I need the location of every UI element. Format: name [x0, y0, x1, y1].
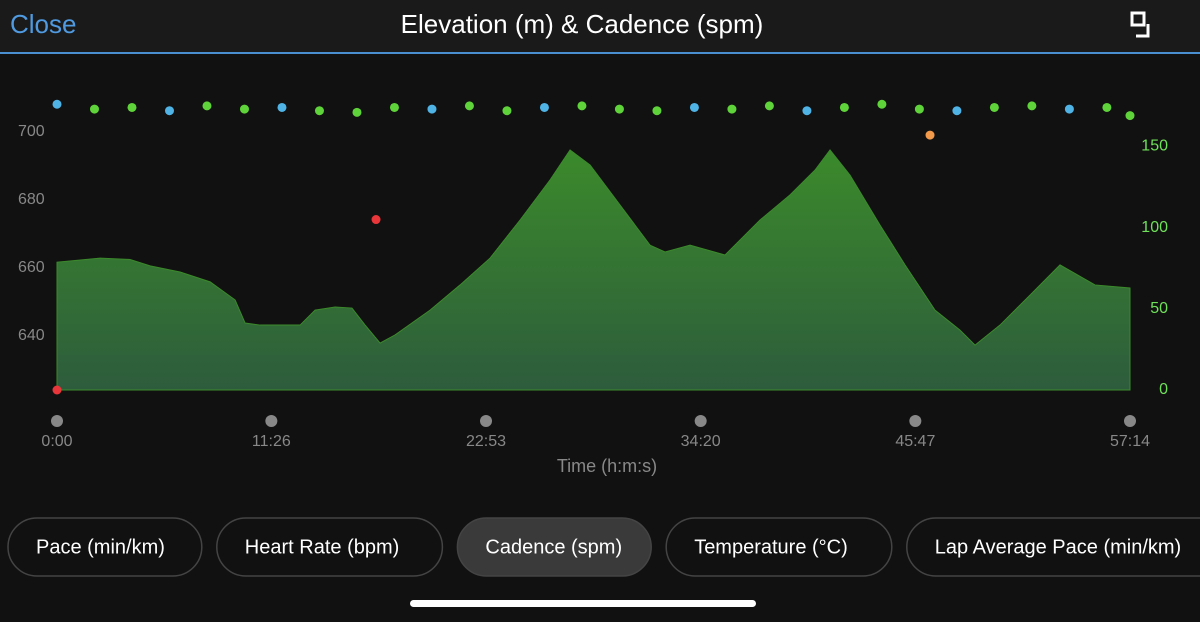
tab-button[interactable]: [7, 517, 203, 577]
y-tick-label: 700: [18, 123, 45, 140]
x-tick-label: 45:47: [895, 433, 935, 450]
x-tick-dot: [265, 415, 278, 427]
x-tick-label: 22:53: [466, 433, 506, 450]
cadence-point: [239, 104, 249, 114]
header-bar: [0, 0, 1200, 52]
tab-button[interactable]: [906, 517, 1200, 577]
cadence-point: [277, 102, 287, 112]
cadence-point: [52, 385, 62, 395]
x-tick-dot: [694, 415, 707, 427]
tab-label[interactable]: Temperature (°C): [694, 536, 848, 558]
tab-label[interactable]: Heart Rate (bpm): [245, 536, 399, 558]
x-tick-dot: [51, 415, 63, 427]
cadence-point: [727, 104, 737, 114]
y2-tick-label: 100: [1141, 219, 1168, 236]
tab-button[interactable]: [216, 517, 444, 577]
cadence-point: [877, 99, 887, 109]
cadence-point: [127, 102, 137, 112]
x-tick-label: 11:26: [252, 433, 291, 450]
cadence-point: [577, 101, 587, 111]
tab-label[interactable]: Cadence (spm): [485, 536, 622, 558]
cadence-point: [989, 102, 999, 112]
x-tick-label: 57:14: [1110, 433, 1150, 450]
y-tick-label: 680: [18, 191, 45, 208]
cadence-point: [652, 106, 662, 116]
cadence-point: [925, 130, 935, 140]
elevation-area: [56, 149, 1131, 391]
cadence-point: [202, 101, 212, 111]
cadence-point: [614, 104, 624, 114]
cadence-point: [314, 106, 324, 116]
cadence-point: [1027, 101, 1037, 111]
x-tick-label: 0:00: [41, 433, 72, 450]
x-tick-dot: [480, 415, 493, 427]
y2-tick-label: 0: [1159, 381, 1168, 398]
cadence-point: [1102, 102, 1112, 112]
cadence-point: [164, 106, 174, 116]
y2-tick-label: 150: [1141, 138, 1168, 155]
cadence-point: [389, 102, 399, 112]
cadence-point: [352, 107, 362, 117]
chart-title: Elevation (m) & Cadence (spm): [401, 9, 764, 39]
home-indicator: [410, 600, 756, 607]
cadence-point: [427, 104, 437, 114]
cadence-point: [689, 102, 699, 112]
cadence-point: [1064, 104, 1074, 114]
tab-label[interactable]: Lap Average Pace (min/km): [935, 536, 1181, 558]
cadence-point: [952, 106, 962, 116]
cadence-point: [1125, 111, 1135, 121]
y-tick-label: 640: [18, 327, 45, 344]
x-tick-dot: [909, 415, 922, 427]
y2-tick-label: 50: [1150, 300, 1168, 317]
cadence-point: [539, 102, 549, 112]
tab-button[interactable]: [456, 517, 652, 577]
cadence-point: [89, 104, 99, 114]
x-axis-label: Time (h:m:s): [557, 456, 657, 476]
cadence-point: [52, 99, 62, 109]
tab-button[interactable]: [665, 517, 893, 577]
cadence-point: [914, 104, 924, 114]
fullscreen-icon[interactable]: [1130, 11, 1150, 38]
tab-label[interactable]: Pace (min/km): [36, 536, 165, 558]
cadence-point: [802, 106, 812, 116]
x-tick-dot: [1124, 415, 1136, 427]
close-button[interactable]: Close: [10, 9, 76, 39]
cadence-point: [839, 102, 849, 112]
cadence-point: [764, 101, 774, 111]
cadence-point: [371, 215, 381, 225]
x-tick-label: 34:20: [681, 433, 721, 450]
cadence-point: [464, 101, 474, 111]
cadence-point: [502, 106, 512, 116]
y-tick-label: 660: [18, 259, 45, 276]
